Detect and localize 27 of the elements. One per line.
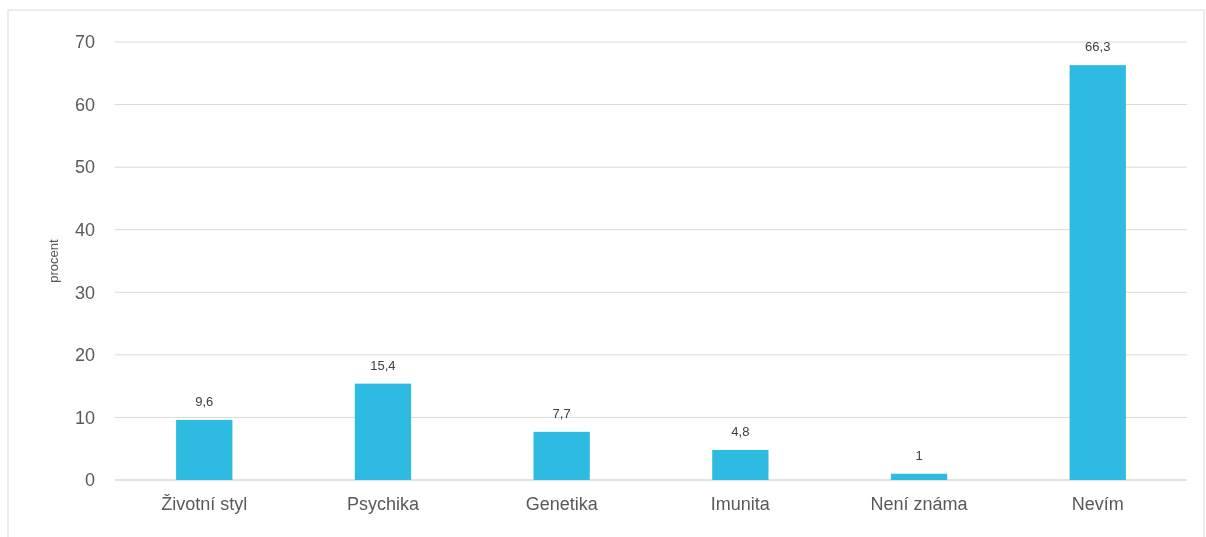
x-tick-label: Genetika: [525, 494, 599, 514]
y-tick-label: 20: [74, 345, 95, 366]
bar: [176, 419, 233, 480]
y-tick-label: 0: [84, 470, 95, 491]
bar: [354, 383, 412, 480]
y-tick-label: 30: [74, 282, 95, 303]
y-tick-label: 50: [74, 157, 95, 178]
bar: [1069, 65, 1126, 480]
data-label: 1: [915, 447, 923, 463]
x-tick-label: Nevím: [1071, 494, 1124, 514]
bar: [712, 449, 769, 480]
bar: [890, 473, 948, 480]
y-tick-label: 60: [74, 94, 95, 115]
data-label: 15,4: [370, 357, 396, 373]
x-tick-label: Psychika: [346, 494, 420, 514]
y-tick-label: 70: [74, 32, 95, 53]
x-tick-label: Imunita: [710, 494, 771, 514]
bar: [533, 431, 590, 480]
y-tick-label: 10: [74, 407, 95, 428]
y-axis-title: procent: [46, 238, 61, 283]
data-label: 4,8: [731, 423, 750, 439]
data-label: 7,7: [552, 405, 571, 421]
x-tick-label: Životní styl: [161, 494, 248, 514]
data-label: 9,6: [195, 393, 214, 409]
data-label: 66,3: [1085, 39, 1111, 55]
x-tick-label: Není známa: [870, 494, 969, 514]
y-tick-label: 40: [74, 220, 95, 241]
